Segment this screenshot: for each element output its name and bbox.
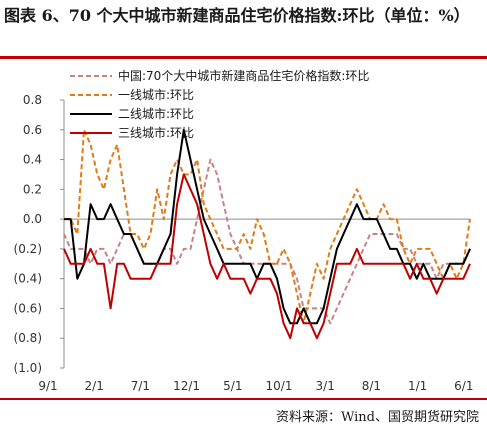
source-note: 资料来源：Wind、国贸期货研究院 xyxy=(276,410,479,425)
series-group xyxy=(63,128,471,340)
x-tick-label: 5/1 xyxy=(223,379,242,393)
x-axis: 9/12/17/112/15/110/13/18/11/16/111/1 xyxy=(38,218,473,393)
y-tick-label: (1.0) xyxy=(14,361,42,375)
source-rule xyxy=(0,398,487,400)
x-tick-label: 2/1 xyxy=(85,379,104,393)
y-tick-label: (0.4) xyxy=(14,272,42,286)
x-tick-label: 9/1 xyxy=(38,379,57,393)
x-tick-label: 7/1 xyxy=(131,379,150,393)
y-axis: 0.8 0.6 0.4 0.2 0.0 (0.2) (0.4) (0.6) (0.8) (1.0) xyxy=(14,93,65,375)
series-line-2 xyxy=(64,128,471,325)
x-tick-label: 3/1 xyxy=(316,379,335,393)
x-tick-label: 12/1 xyxy=(173,379,200,393)
legend-label-4: 三线城市:环比 xyxy=(118,125,194,140)
legend-label-2: 一线城市:环比 xyxy=(118,87,194,102)
y-tick-label: (0.6) xyxy=(14,301,42,315)
legend: 中国:70个大中城市新建商品住宅价格指数:环比一线城市:环比二线城市:环比三线城… xyxy=(70,68,369,140)
legend-label-1: 中国:70个大中城市新建商品住宅价格指数:环比 xyxy=(118,68,369,83)
y-tick-label: 0.8 xyxy=(23,93,42,107)
y-tick-label: 0.2 xyxy=(23,182,42,196)
title-rule xyxy=(0,56,487,59)
x-tick-label: 6/1 xyxy=(454,379,473,393)
x-tick-label: 10/1 xyxy=(266,379,293,393)
y-tick-label: (0.8) xyxy=(14,331,42,345)
chart-title: 图表 6、70 个大中城市新建商品住宅价格指数:环比（单位：%） xyxy=(4,6,470,25)
legend-label-3: 二线城市:环比 xyxy=(118,106,194,121)
series-line-3 xyxy=(64,128,471,325)
chart-plot: 0.8 0.6 0.4 0.2 0.0 (0.2) (0.4) (0.6) (0.8) (1.0)… xyxy=(14,68,474,393)
y-tick-label: 0.4 xyxy=(23,153,42,167)
y-tick-label: (0.2) xyxy=(14,242,42,256)
y-tick-label: 0.6 xyxy=(23,123,42,137)
series-line-1 xyxy=(63,158,471,325)
x-tick-label: 1/1 xyxy=(408,379,427,393)
series-line-4 xyxy=(63,173,471,340)
x-tick-label: 8/1 xyxy=(362,379,381,393)
y-tick-label: 0.0 xyxy=(23,212,42,226)
